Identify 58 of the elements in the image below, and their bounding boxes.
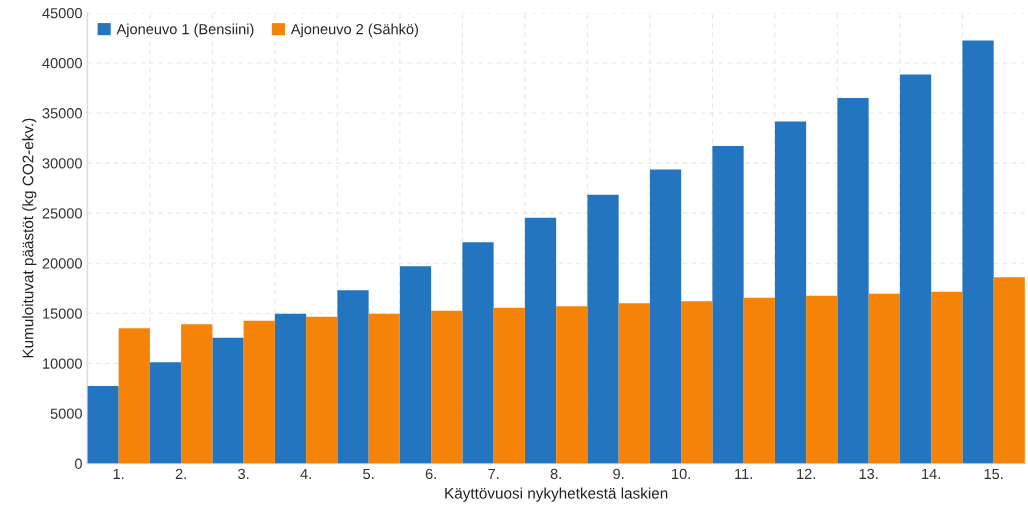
bar xyxy=(431,310,463,464)
x-tick-label: 12. xyxy=(797,468,815,479)
x-tick-label: 4. xyxy=(300,468,311,479)
x-tick-label: 15. xyxy=(984,468,1003,480)
bar xyxy=(493,307,525,464)
y-tick-label: 45000 xyxy=(42,7,82,19)
bar xyxy=(681,301,713,464)
bar xyxy=(899,74,932,464)
bar xyxy=(524,217,557,464)
x-tick-label: 10. xyxy=(672,468,690,480)
bar xyxy=(618,303,650,464)
bar xyxy=(587,194,619,464)
bar xyxy=(274,313,307,464)
bar xyxy=(868,293,900,464)
bar xyxy=(743,297,775,464)
bar xyxy=(243,320,275,464)
bar xyxy=(181,324,213,464)
x-tick-label: 3. xyxy=(238,468,249,480)
y-tick-label: 10000 xyxy=(43,358,82,369)
bar xyxy=(556,306,588,464)
x-tick-label: 13. xyxy=(859,468,878,480)
x-tick-label: 7. xyxy=(488,468,499,479)
x-tick-label: 2. xyxy=(175,468,186,479)
bar xyxy=(931,291,963,464)
y-tick-label: 5000 xyxy=(50,408,82,419)
bar xyxy=(993,277,1025,464)
x-tick-label: 8. xyxy=(550,468,561,480)
bar xyxy=(337,290,369,464)
bar xyxy=(774,121,807,464)
x-tick-label: 9. xyxy=(613,468,624,480)
y-tick-label: 30000 xyxy=(42,158,82,169)
bar xyxy=(368,313,400,464)
bar xyxy=(806,295,838,464)
x-tick-label: 14. xyxy=(922,468,940,479)
legend-label: Ajoneuvo 2 (Sähkö) xyxy=(290,23,418,38)
bar xyxy=(649,169,682,464)
y-tick-label: 0 xyxy=(74,458,82,469)
bar xyxy=(837,97,869,464)
x-tick-label: 5. xyxy=(363,468,374,480)
bar xyxy=(149,362,182,464)
x-tick-label: 6. xyxy=(425,468,436,480)
y-tick-label: 20000 xyxy=(42,258,82,269)
y-tick-label: 40000 xyxy=(42,58,82,69)
bar xyxy=(212,337,244,464)
bar xyxy=(87,385,119,464)
x-axis-title: Käyttövuosi nykyhetkestä laskien xyxy=(445,487,668,502)
y-tick-label: 35000 xyxy=(42,108,82,119)
bar xyxy=(118,328,150,464)
y-axis-title: Kumuloituvat päästöt (kg CO2-ekv.) xyxy=(22,118,37,358)
legend-label: Ajoneuvo 1 (Bensiini) xyxy=(116,23,254,38)
y-tick-label: 15000 xyxy=(43,308,82,319)
bar xyxy=(399,266,432,464)
bar xyxy=(306,316,338,464)
x-tick-label: 1. xyxy=(113,468,124,479)
x-tick-label: 11. xyxy=(735,468,752,479)
bar xyxy=(462,242,494,464)
y-tick-label: 25000 xyxy=(42,208,82,219)
bar xyxy=(712,146,744,464)
